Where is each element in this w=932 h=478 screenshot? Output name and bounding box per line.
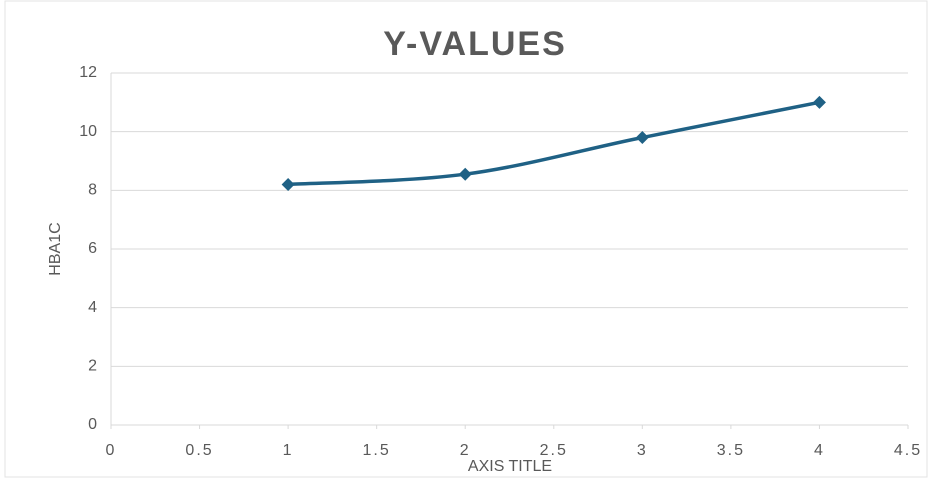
x-tick-label: 4: [814, 442, 825, 459]
series-line: [288, 100, 820, 187]
y-tick-label: 12: [79, 64, 97, 81]
y-tick-label: 0: [88, 416, 97, 433]
x-tick-label: 0: [106, 442, 117, 459]
chart-title: Y-VALUES: [383, 25, 567, 63]
x-tick-label: 3: [637, 442, 648, 459]
x-tick-label: 2: [460, 442, 471, 459]
y-tick-label: 6: [88, 240, 97, 257]
data-point: [635, 131, 649, 145]
x-tick-label: 2.5: [540, 442, 568, 459]
x-tick-label: 1: [283, 442, 294, 459]
data-point: [458, 167, 472, 181]
data-point: [281, 177, 295, 191]
y-tick-label: 4: [88, 299, 97, 316]
y-tick-label: 10: [79, 123, 97, 140]
x-tick-label: 4.5: [894, 442, 922, 459]
x-tick-label: 3.5: [717, 442, 745, 459]
data-point: [812, 95, 826, 109]
x-tick-label: 0.5: [185, 442, 213, 459]
x-axis-title: AXIS TITLE: [468, 458, 552, 475]
y-tick-label: 2: [88, 358, 97, 375]
y-tick-label: 8: [88, 182, 97, 199]
chart-frame: [4, 0, 928, 478]
x-tick-label: 1.5: [363, 442, 391, 459]
y-axis-title: HBA1C: [47, 222, 64, 275]
